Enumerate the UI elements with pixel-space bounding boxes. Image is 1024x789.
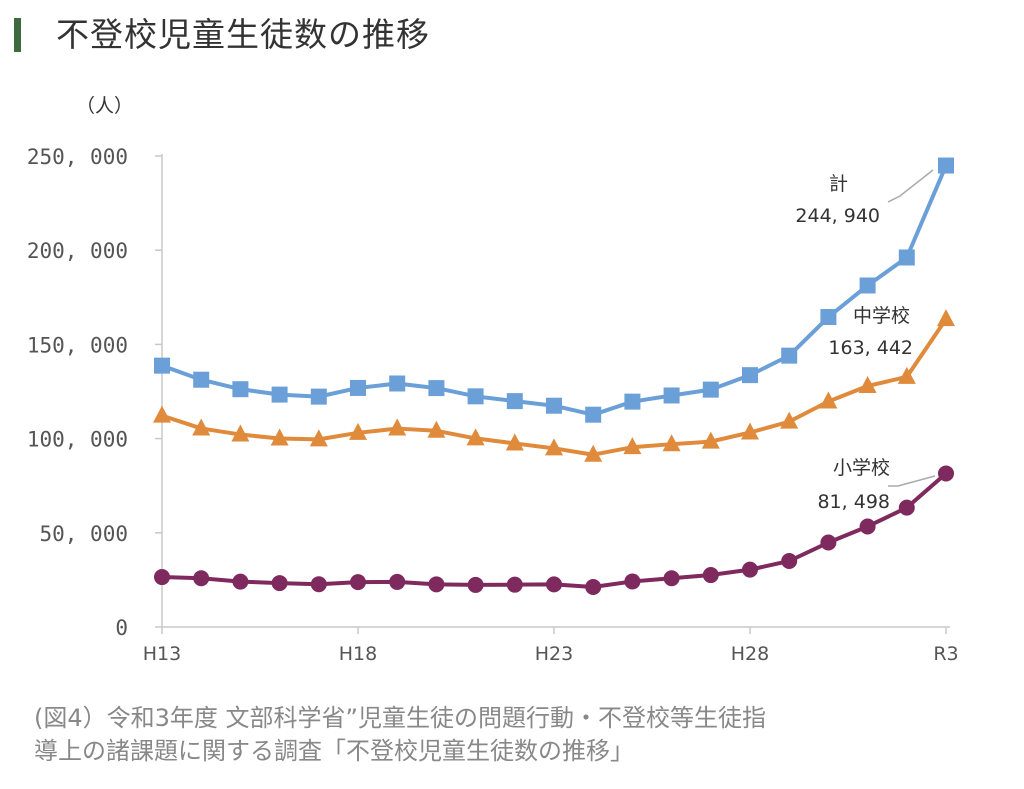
data-point	[859, 277, 876, 294]
data-point	[937, 309, 955, 327]
data-point	[428, 380, 445, 397]
annotation-計: 計 244, 940	[795, 169, 934, 227]
data-point	[662, 434, 681, 452]
data-point	[820, 534, 837, 551]
annotation-value: 244, 940	[795, 205, 880, 227]
data-point	[938, 465, 954, 482]
data-point	[898, 249, 915, 266]
x-tick-label: H23	[535, 643, 573, 665]
data-point	[819, 391, 838, 409]
data-point	[898, 499, 915, 516]
data-point	[467, 388, 484, 405]
title-accent-bar	[14, 18, 21, 52]
data-point	[428, 576, 445, 593]
data-point	[350, 379, 366, 396]
annotation-value: 163, 442	[828, 337, 913, 359]
y-tick-label: 50, 000	[39, 522, 128, 546]
data-point	[467, 576, 484, 593]
data-point	[584, 444, 603, 462]
data-point	[271, 575, 288, 592]
figure-caption: (図4）令和3年度 文部科学省”児童生徒の問題行動・不登校等生徒指 導上の諸課題…	[34, 702, 1004, 768]
data-point	[585, 406, 602, 423]
data-point	[153, 405, 171, 423]
data-point	[702, 381, 719, 398]
x-tick-label: H13	[143, 643, 181, 665]
data-point	[193, 570, 210, 587]
data-point	[545, 438, 563, 456]
data-point	[350, 574, 366, 591]
data-point	[858, 375, 877, 393]
annotation-label: 小学校	[833, 457, 890, 479]
data-point	[231, 424, 250, 442]
annotation-label: 計	[829, 173, 848, 195]
data-point	[585, 578, 602, 595]
data-point	[546, 397, 562, 414]
x-tick-label: H28	[731, 643, 769, 665]
data-point	[742, 367, 758, 384]
data-point	[193, 371, 210, 388]
data-point	[820, 309, 837, 326]
data-point	[154, 569, 170, 586]
annotation-value: 81, 498	[817, 491, 890, 513]
data-point	[506, 393, 523, 410]
data-point	[349, 422, 367, 440]
data-point	[505, 433, 524, 451]
data-point	[781, 552, 798, 569]
data-point	[389, 375, 406, 392]
data-point	[310, 388, 327, 405]
annotation-leader-line	[887, 169, 934, 203]
caption-line-2: 導上の諸課題に関する調査「不登校児童生徒数の推移」	[34, 737, 634, 765]
data-point	[742, 561, 758, 578]
series-line	[161, 164, 948, 417]
data-point	[938, 157, 954, 174]
series-計	[154, 157, 954, 423]
y-tick-label: 0	[115, 616, 128, 640]
annotation-中学校: 中学校 163, 442	[828, 305, 913, 359]
data-point	[701, 431, 720, 449]
y-tick-label: 200, 000	[27, 239, 128, 263]
data-point	[859, 518, 876, 535]
data-point	[663, 387, 680, 404]
data-point	[310, 576, 327, 593]
y-axis-unit-label: （人）	[76, 95, 133, 117]
data-point	[389, 573, 406, 590]
data-point	[546, 576, 562, 593]
series-小学校	[154, 465, 954, 595]
annotation-leader-line	[888, 475, 936, 487]
y-tick-label: 250, 000	[27, 145, 128, 169]
y-tick-label: 100, 000	[27, 428, 128, 452]
data-point	[309, 429, 328, 447]
data-point	[270, 428, 289, 446]
data-point	[232, 381, 249, 398]
data-point	[506, 576, 523, 593]
data-point	[624, 573, 641, 590]
data-point	[271, 386, 288, 403]
caption-line-1: (図4）令和3年度 文部科学省”児童生徒の問題行動・不登校等生徒指	[34, 704, 766, 732]
data-point	[427, 420, 446, 438]
data-point	[192, 418, 211, 436]
series-中学校	[153, 309, 955, 462]
x-tick-label: H18	[339, 643, 377, 665]
data-point	[624, 393, 641, 410]
data-point	[232, 573, 249, 590]
data-point	[623, 437, 642, 455]
data-point	[663, 570, 680, 587]
data-point	[466, 428, 485, 446]
data-point	[702, 567, 719, 584]
data-point	[897, 366, 916, 384]
data-point	[388, 418, 407, 436]
x-tick-label: R3	[933, 643, 958, 665]
data-point	[154, 357, 170, 374]
data-point	[741, 422, 759, 440]
data-point	[780, 411, 799, 429]
annotation-label: 中学校	[853, 305, 910, 327]
data-point	[781, 347, 798, 364]
annotation-小学校: 小学校 81, 498	[817, 457, 936, 513]
page-title: 不登校児童生徒数の推移	[56, 15, 430, 54]
y-tick-label: 150, 000	[27, 333, 128, 357]
line-chart: （人） 0 50, 000 100, 000 150, 000 200, 000 250, …	[27, 95, 959, 665]
